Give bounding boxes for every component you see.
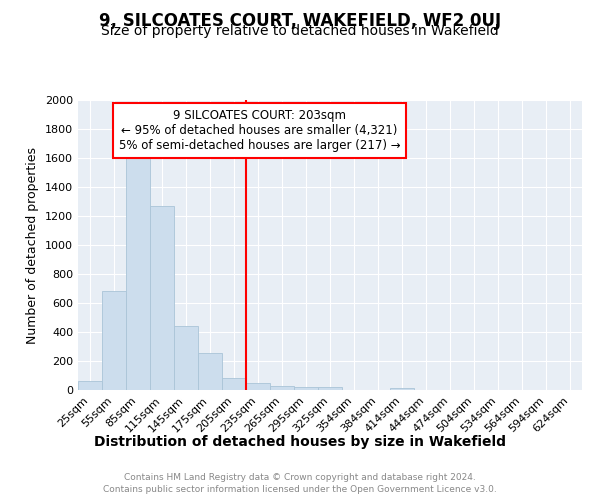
- Bar: [198, 353, 222, 390]
- Text: Size of property relative to detached houses in Wakefield: Size of property relative to detached ho…: [101, 24, 499, 38]
- Bar: [126, 154, 150, 390]
- Text: 9 SILCOATES COURT: 203sqm
← 95% of detached houses are smaller (4,321)
5% of sem: 9 SILCOATES COURT: 203sqm ← 95% of detac…: [119, 108, 400, 152]
- Text: Contains HM Land Registry data © Crown copyright and database right 2024.
Contai: Contains HM Land Registry data © Crown c…: [103, 472, 497, 494]
- Y-axis label: Number of detached properties: Number of detached properties: [26, 146, 40, 344]
- Text: Distribution of detached houses by size in Wakefield: Distribution of detached houses by size …: [94, 435, 506, 449]
- Text: 9, SILCOATES COURT, WAKEFIELD, WF2 0UJ: 9, SILCOATES COURT, WAKEFIELD, WF2 0UJ: [99, 12, 501, 30]
- Bar: [246, 383, 270, 390]
- Bar: [78, 380, 102, 390]
- Bar: [294, 387, 318, 390]
- Bar: [150, 206, 174, 390]
- Bar: [318, 388, 342, 390]
- Bar: [222, 378, 246, 390]
- Bar: [174, 326, 198, 390]
- Bar: [390, 388, 414, 390]
- Bar: [270, 386, 294, 390]
- Bar: [102, 292, 126, 390]
